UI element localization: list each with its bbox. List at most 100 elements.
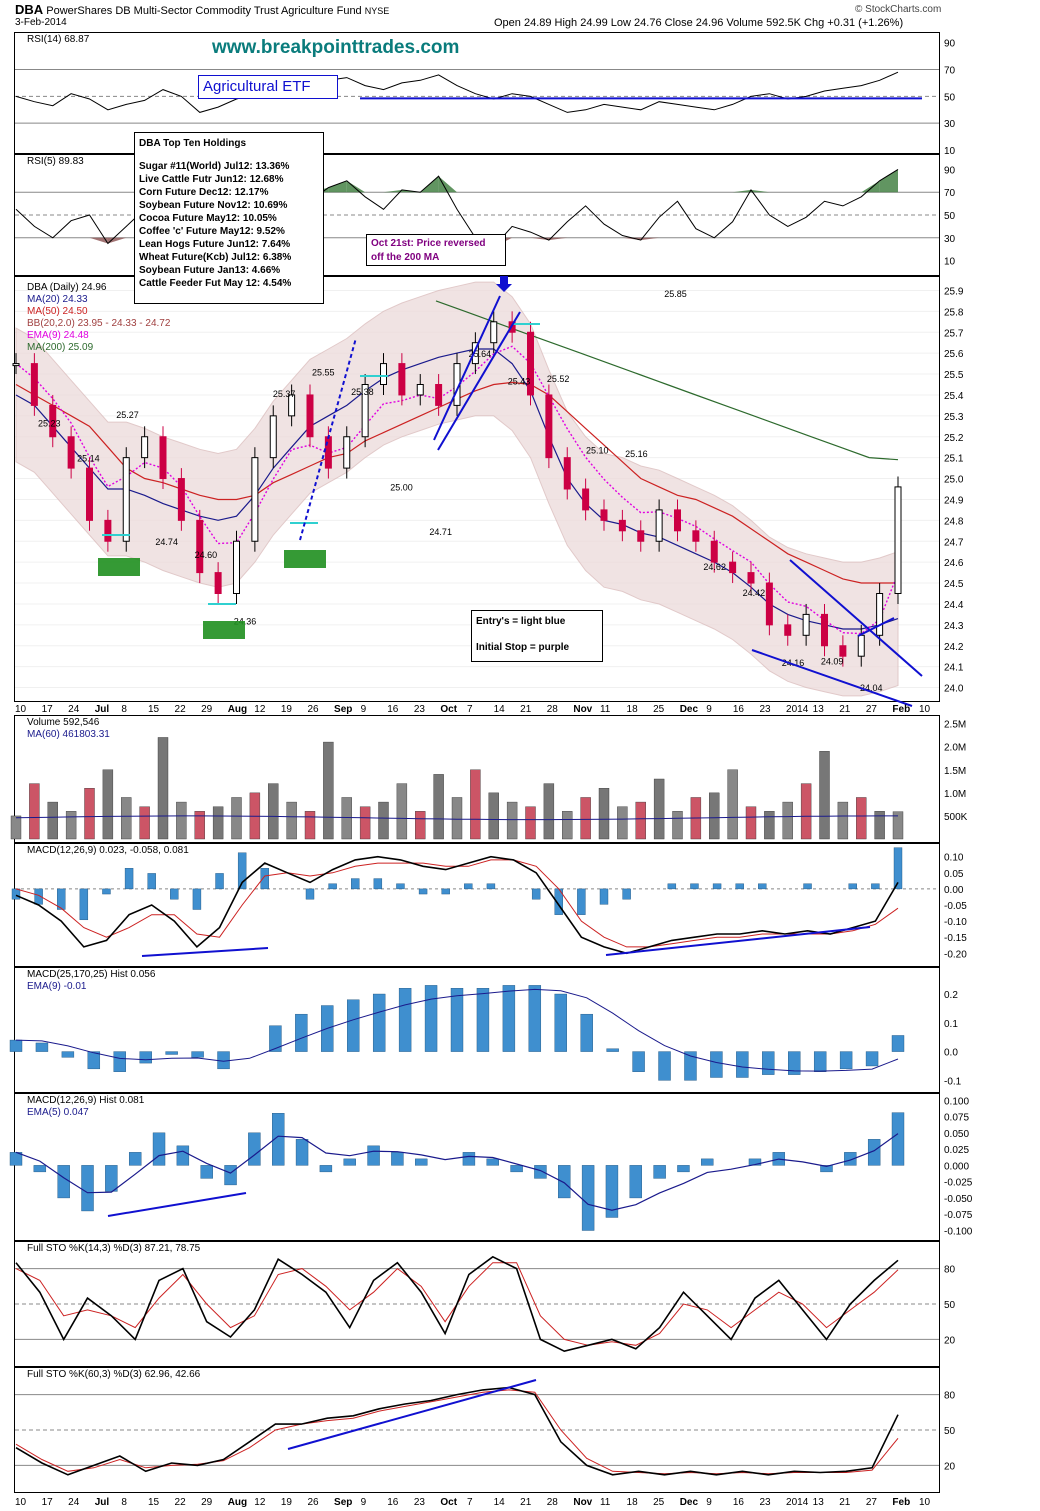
price-x-tick: 2014	[786, 704, 809, 715]
green-marker-box	[98, 558, 140, 576]
macd-long-hist-bar	[269, 1025, 282, 1052]
price-y-tick: 24.4	[944, 600, 964, 611]
holding-item: Cattle Feeder Fut May 12: 4.54%	[139, 278, 292, 289]
candle-body	[141, 436, 149, 459]
sto60-trendline	[287, 1379, 537, 1450]
macd-line	[15, 855, 899, 955]
macd-hist-bar	[305, 888, 315, 900]
macd-hist-bar	[260, 868, 269, 890]
macd-signal-line	[15, 859, 899, 948]
macd-hist-bar-2	[272, 1113, 285, 1166]
lower-trendline	[751, 649, 913, 707]
bottom-x-tick: 26	[307, 1497, 319, 1508]
volume-bar	[506, 801, 518, 840]
volume-y-tick: 1.0M	[944, 789, 966, 800]
bottom-x-tick: 16	[387, 1497, 399, 1508]
bottom-x-tick: 27	[866, 1497, 878, 1508]
volume-bar	[396, 783, 408, 840]
bottom-x-tick: 12	[254, 1497, 266, 1508]
green-marker-box	[284, 550, 326, 568]
price-level-label: 25.23	[38, 418, 61, 428]
bottom-x-tick: 23	[759, 1497, 771, 1508]
macd-hist-bar-2	[867, 1139, 881, 1166]
price-x-tick: 9	[706, 704, 712, 715]
candle-body	[122, 457, 130, 542]
macd-hist-y-tick: -0.100	[944, 1226, 973, 1237]
price-level-label: 25.37	[273, 389, 296, 399]
volume-bar	[433, 774, 444, 840]
macd-hist-bar	[373, 878, 383, 890]
rising-trendline-2	[437, 311, 521, 451]
macd-hist-bar	[667, 883, 677, 890]
candle-body	[490, 321, 498, 344]
price-x-tick: 24	[68, 704, 80, 715]
price-y-tick: 25.0	[944, 475, 964, 486]
macd-hist-bar	[690, 883, 699, 890]
macd-long-hist-bar	[398, 988, 412, 1052]
bottom-x-tick: 24	[68, 1497, 80, 1508]
macd-y-tick: -0.15	[944, 933, 967, 944]
macd-hist-y-tick: 0.100	[944, 1096, 969, 1107]
bottom-x-tick: 22	[175, 1497, 187, 1508]
macd-hist-bar	[215, 873, 224, 890]
macd-long-hist-bar	[528, 985, 542, 1052]
macd-hist-divergence-line	[107, 1192, 247, 1217]
price-y-tick: 25.4	[944, 391, 964, 402]
candle-body	[380, 363, 387, 386]
macd-long-hist-bar	[684, 1051, 697, 1081]
macd-hist-bar-2	[510, 1165, 523, 1173]
macd-long-hist-bar	[762, 1051, 775, 1075]
macd-long-hist-bar	[580, 1013, 593, 1052]
volume-bar	[580, 797, 591, 840]
bottom-x-tick: 11	[600, 1497, 611, 1508]
rsi5-oversold-fill	[640, 237, 660, 241]
volume-bar	[47, 801, 58, 840]
price-x-tick: 28	[547, 704, 559, 715]
macd-long-hist-bar	[865, 1051, 879, 1067]
volume-bar	[139, 806, 150, 840]
macd-hist-y-tick: 0.025	[944, 1145, 969, 1156]
bottom-x-tick: 13	[813, 1497, 825, 1508]
holding-item: Wheat Future(Kcb) Jul12: 6.38%	[139, 252, 292, 263]
macd-long-hist-bar	[736, 1051, 749, 1078]
candle-body	[545, 394, 553, 459]
reversal-arrow	[496, 276, 512, 292]
macd-hist-bar	[848, 883, 857, 890]
macd-long-hist-bar	[191, 1051, 204, 1058]
rsi14-y-tick: 10	[944, 146, 956, 157]
price-x-tick: 29	[201, 704, 213, 715]
price-level-label: 25.52	[547, 374, 570, 384]
rsi5-y-tick: 10	[944, 257, 956, 268]
candle-body	[710, 540, 718, 563]
price-x-tick: 15	[148, 704, 160, 715]
price-level-label: 25.14	[77, 453, 100, 463]
bottom-x-tick: 23	[414, 1497, 426, 1508]
macd-long-y-tick: -0.1	[944, 1076, 962, 1087]
macd-hist-y-tick: 0.000	[944, 1161, 969, 1172]
volume-bar	[212, 806, 224, 840]
bottom-x-tick: 17	[42, 1497, 54, 1508]
macd-hist-y-tick: -0.050	[944, 1194, 973, 1205]
price-x-tick: 9	[361, 704, 367, 715]
sto60-y-tick: 50	[944, 1426, 956, 1437]
sto14-y-tick: 50	[944, 1300, 956, 1311]
macd-hist-bar-2	[748, 1158, 762, 1166]
etf-label: Agricultural ETF	[198, 75, 338, 99]
rsi5-y-tick: 30	[944, 234, 956, 245]
bottom-x-tick: 15	[148, 1497, 160, 1508]
legend-ma20: MA(20) 24.33	[27, 294, 88, 305]
price-y-tick: 24.5	[944, 579, 964, 590]
macd-hist-bar-2	[558, 1165, 571, 1199]
bottom-x-tick: Oct	[440, 1497, 457, 1508]
website-link[interactable]: www.breakpointtrades.com	[212, 37, 460, 58]
price-y-tick: 25.2	[944, 433, 964, 444]
macd-hist-bar	[599, 888, 609, 905]
price-y-tick: 24.0	[944, 684, 964, 695]
candle-body	[637, 530, 645, 542]
price-x-tick: 8	[121, 704, 127, 715]
candle-body	[821, 613, 828, 647]
candle-body	[104, 519, 112, 542]
macd-hist-bar	[79, 888, 89, 921]
bottom-x-tick: 10	[919, 1497, 931, 1508]
legend-ma50: MA(50) 24.50	[27, 306, 88, 317]
